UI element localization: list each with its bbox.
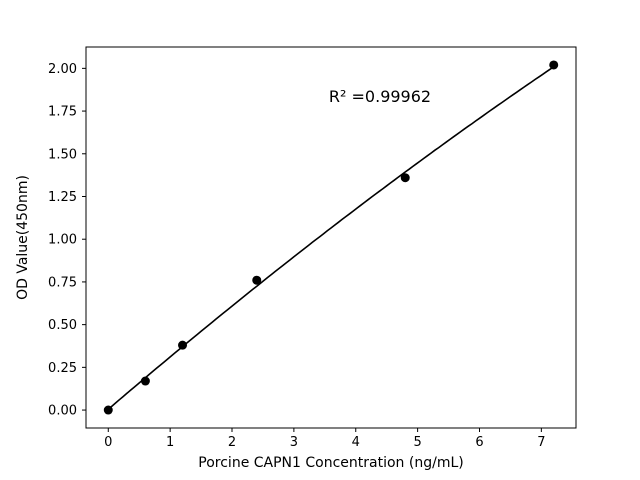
data-point xyxy=(549,60,559,70)
x-tick-label: 2 xyxy=(228,435,236,450)
data-point xyxy=(400,173,410,183)
y-tick-label: 0.75 xyxy=(48,275,77,290)
y-tick-label: 0.50 xyxy=(48,318,77,333)
y-axis-label: OD Value(450nm) xyxy=(15,175,31,300)
y-tick-label: 1.75 xyxy=(48,105,77,120)
y-tick-label: 2.00 xyxy=(48,62,77,77)
data-point xyxy=(252,275,262,285)
x-tick-label: 6 xyxy=(475,435,483,450)
data-point xyxy=(140,376,150,386)
x-tick-label: 4 xyxy=(352,435,360,450)
y-tick-label: 0.25 xyxy=(48,361,77,376)
x-tick-label: 0 xyxy=(104,435,112,450)
data-point xyxy=(178,340,188,350)
x-tick-label: 7 xyxy=(537,435,545,450)
y-tick-label: 1.25 xyxy=(48,190,77,205)
x-tick-label: 1 xyxy=(166,435,174,450)
r-squared-annotation: R² =0.99962 xyxy=(329,87,431,106)
x-tick-label: 3 xyxy=(290,435,298,450)
x-tick-label: 5 xyxy=(413,435,421,450)
y-tick-label: 1.50 xyxy=(48,147,77,162)
y-tick-label: 1.00 xyxy=(48,233,77,248)
x-axis-label: Porcine CAPN1 Concentration (ng/mL) xyxy=(198,455,463,471)
data-point xyxy=(103,405,113,415)
y-tick-label: 0.00 xyxy=(48,404,77,419)
axes-box xyxy=(85,46,577,429)
